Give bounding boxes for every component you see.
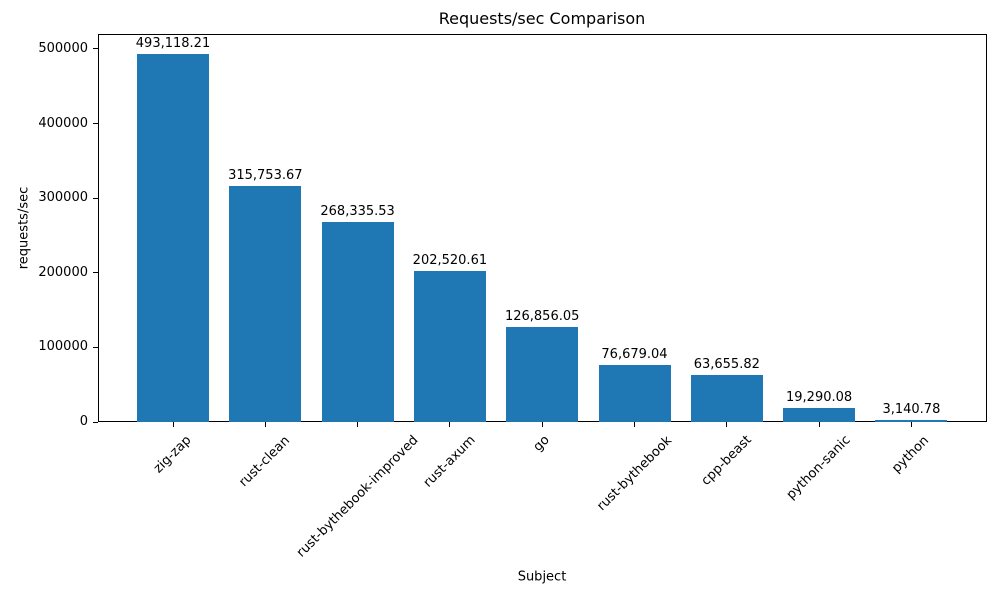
- x-tick-mark: [172, 422, 174, 427]
- y-tick-mark: [93, 272, 98, 274]
- x-tick-label: python-sanic: [783, 433, 854, 503]
- x-tick-mark: [264, 422, 266, 427]
- x-tick-mark: [910, 422, 912, 427]
- bar-value-label: 76,679.04: [601, 346, 668, 362]
- bar: [598, 364, 671, 422]
- bar-value-label: 63,655.82: [693, 356, 760, 372]
- y-tick-label: 400000: [38, 115, 88, 131]
- bar: [783, 407, 856, 422]
- y-tick-mark: [93, 48, 98, 50]
- y-tick-label: 200000: [38, 264, 88, 280]
- x-tick-mark: [726, 422, 728, 427]
- bar-value-label: 3,140.78: [882, 401, 941, 417]
- bar-value-label: 493,118.21: [135, 36, 211, 52]
- x-tick-mark: [818, 422, 820, 427]
- y-tick-label: 500000: [38, 40, 88, 56]
- x-tick-label: rust-bythebook-improved: [293, 432, 421, 561]
- y-tick-label: 300000: [38, 190, 88, 206]
- y-tick-mark: [93, 346, 98, 348]
- bar: [229, 186, 302, 422]
- bar-value-label: 315,753.67: [228, 168, 303, 184]
- bar: [321, 221, 394, 422]
- bar-value-label: 202,520.61: [412, 252, 488, 268]
- y-tick-mark: [93, 197, 98, 199]
- y-tick-label: 100000: [38, 339, 88, 355]
- y-tick-mark: [93, 421, 98, 423]
- chart-title: Requests/sec Comparison: [438, 9, 646, 28]
- bar-value-label: 19,290.08: [786, 389, 853, 405]
- x-tick-label: go: [530, 432, 553, 455]
- x-tick-label: rust-axum: [420, 433, 479, 491]
- bar: [690, 374, 763, 422]
- bar: [137, 54, 209, 422]
- x-tick-mark: [634, 422, 635, 427]
- x-tick-mark: [541, 422, 543, 427]
- bar: [875, 419, 948, 422]
- x-axis-label: Subject: [517, 569, 567, 585]
- x-tick-label: rust-bythebook: [593, 432, 675, 514]
- bar-value-label: 126,856.05: [504, 309, 580, 325]
- bar: [506, 327, 579, 422]
- x-tick-mark: [357, 422, 359, 427]
- bar-value-label: 268,335.53: [320, 203, 395, 219]
- y-tick-label: 0: [79, 414, 88, 429]
- x-tick-label: rust-clean: [236, 432, 294, 490]
- y-tick-mark: [93, 123, 98, 125]
- x-tick-label: zig-zap: [150, 432, 195, 477]
- x-tick-mark: [449, 422, 451, 427]
- bar: [413, 270, 486, 422]
- x-tick-label: python: [889, 432, 933, 476]
- x-tick-label: cpp-beast: [698, 432, 755, 490]
